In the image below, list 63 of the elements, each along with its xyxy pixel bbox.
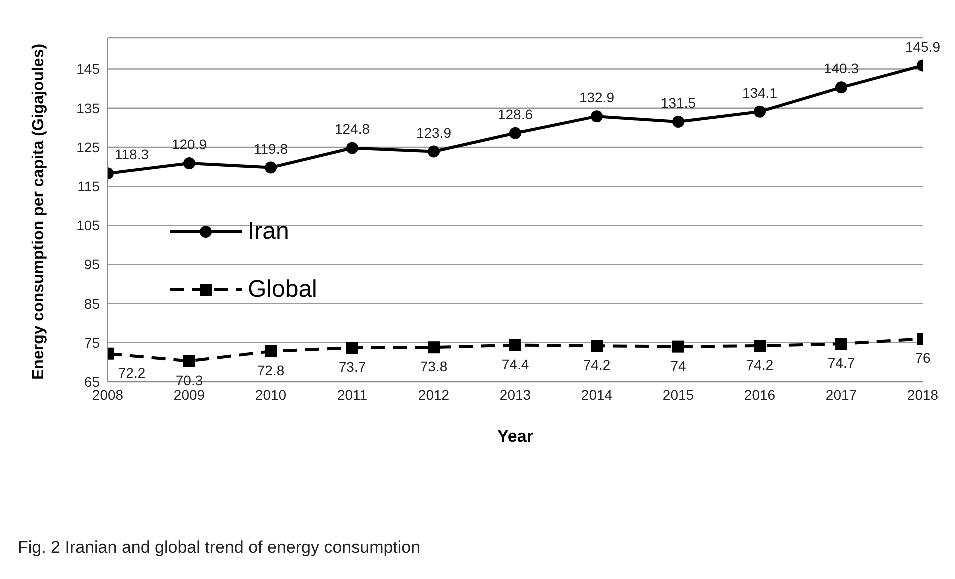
data-label: 74.4 bbox=[502, 356, 530, 372]
x-tick-label: 2015 bbox=[662, 386, 694, 403]
x-tick-label: 2012 bbox=[418, 386, 450, 403]
x-tick-label: 2009 bbox=[174, 386, 206, 403]
x-tick-label: 2017 bbox=[826, 386, 858, 403]
data-label: 128.6 bbox=[498, 106, 534, 122]
point bbox=[510, 339, 522, 352]
y-tick-label: 85 bbox=[84, 296, 100, 312]
data-label: 73.7 bbox=[338, 358, 366, 375]
point bbox=[510, 127, 522, 140]
point bbox=[754, 106, 766, 118]
y-tick-label: 135 bbox=[76, 100, 100, 116]
point bbox=[346, 142, 358, 154]
point bbox=[184, 157, 196, 170]
point bbox=[591, 110, 603, 123]
data-label: 123.9 bbox=[416, 124, 452, 141]
point bbox=[836, 338, 848, 350]
data-label: 120.9 bbox=[172, 136, 208, 152]
point bbox=[265, 162, 277, 174]
x-tick-label: 2011 bbox=[337, 386, 368, 403]
data-label: 74.2 bbox=[746, 357, 774, 374]
x-tick-label: 2018 bbox=[907, 386, 939, 403]
y-tick-label: 105 bbox=[76, 218, 100, 234]
legend-label: Iran bbox=[248, 218, 290, 246]
x-tick-label: 2013 bbox=[500, 386, 532, 403]
data-label: 72.8 bbox=[257, 362, 285, 379]
y-tick-label: 145 bbox=[76, 61, 100, 78]
point bbox=[672, 340, 684, 353]
point bbox=[184, 355, 196, 368]
data-label: 131.5 bbox=[660, 95, 696, 112]
point bbox=[428, 342, 440, 354]
data-label: 73.8 bbox=[420, 358, 448, 375]
data-label: 134.1 bbox=[742, 84, 778, 101]
y-tick-label: 75 bbox=[84, 334, 100, 351]
y-axis-title: Energy consumption per capita (Gigajoules) bbox=[30, 44, 48, 380]
y-tick-label: 125 bbox=[76, 139, 100, 156]
x-axis-title: Year bbox=[498, 427, 534, 446]
point bbox=[428, 146, 440, 158]
y-tick-label: 115 bbox=[78, 178, 100, 195]
data-label: 72.2 bbox=[118, 364, 146, 381]
x-tick-label: 2014 bbox=[581, 386, 613, 403]
data-label: 118.3 bbox=[115, 146, 150, 163]
data-label: 74 bbox=[670, 358, 686, 374]
data-label: 132.9 bbox=[579, 90, 615, 106]
data-label: 140.3 bbox=[824, 60, 860, 77]
data-label: 70.3 bbox=[176, 372, 204, 388]
point bbox=[346, 342, 358, 354]
point bbox=[836, 82, 848, 94]
data-label: 124.8 bbox=[334, 121, 370, 138]
point bbox=[672, 116, 684, 128]
data-label: 74.7 bbox=[828, 355, 856, 372]
caption: Fig. 2 Iranian and global trend of energy consumption bbox=[18, 538, 422, 558]
data-label: 145.9 bbox=[905, 38, 941, 55]
data-label: 74.2 bbox=[583, 357, 611, 374]
x-tick-label: 2016 bbox=[744, 386, 776, 403]
point bbox=[754, 340, 766, 352]
data-label: 76 bbox=[915, 350, 931, 366]
point bbox=[591, 340, 603, 352]
legend-label: Global bbox=[248, 276, 318, 304]
data-label: 119.8 bbox=[254, 140, 288, 157]
y-tick-label: 95 bbox=[84, 256, 100, 273]
x-tick-label: 2010 bbox=[255, 386, 287, 403]
point bbox=[265, 346, 277, 358]
